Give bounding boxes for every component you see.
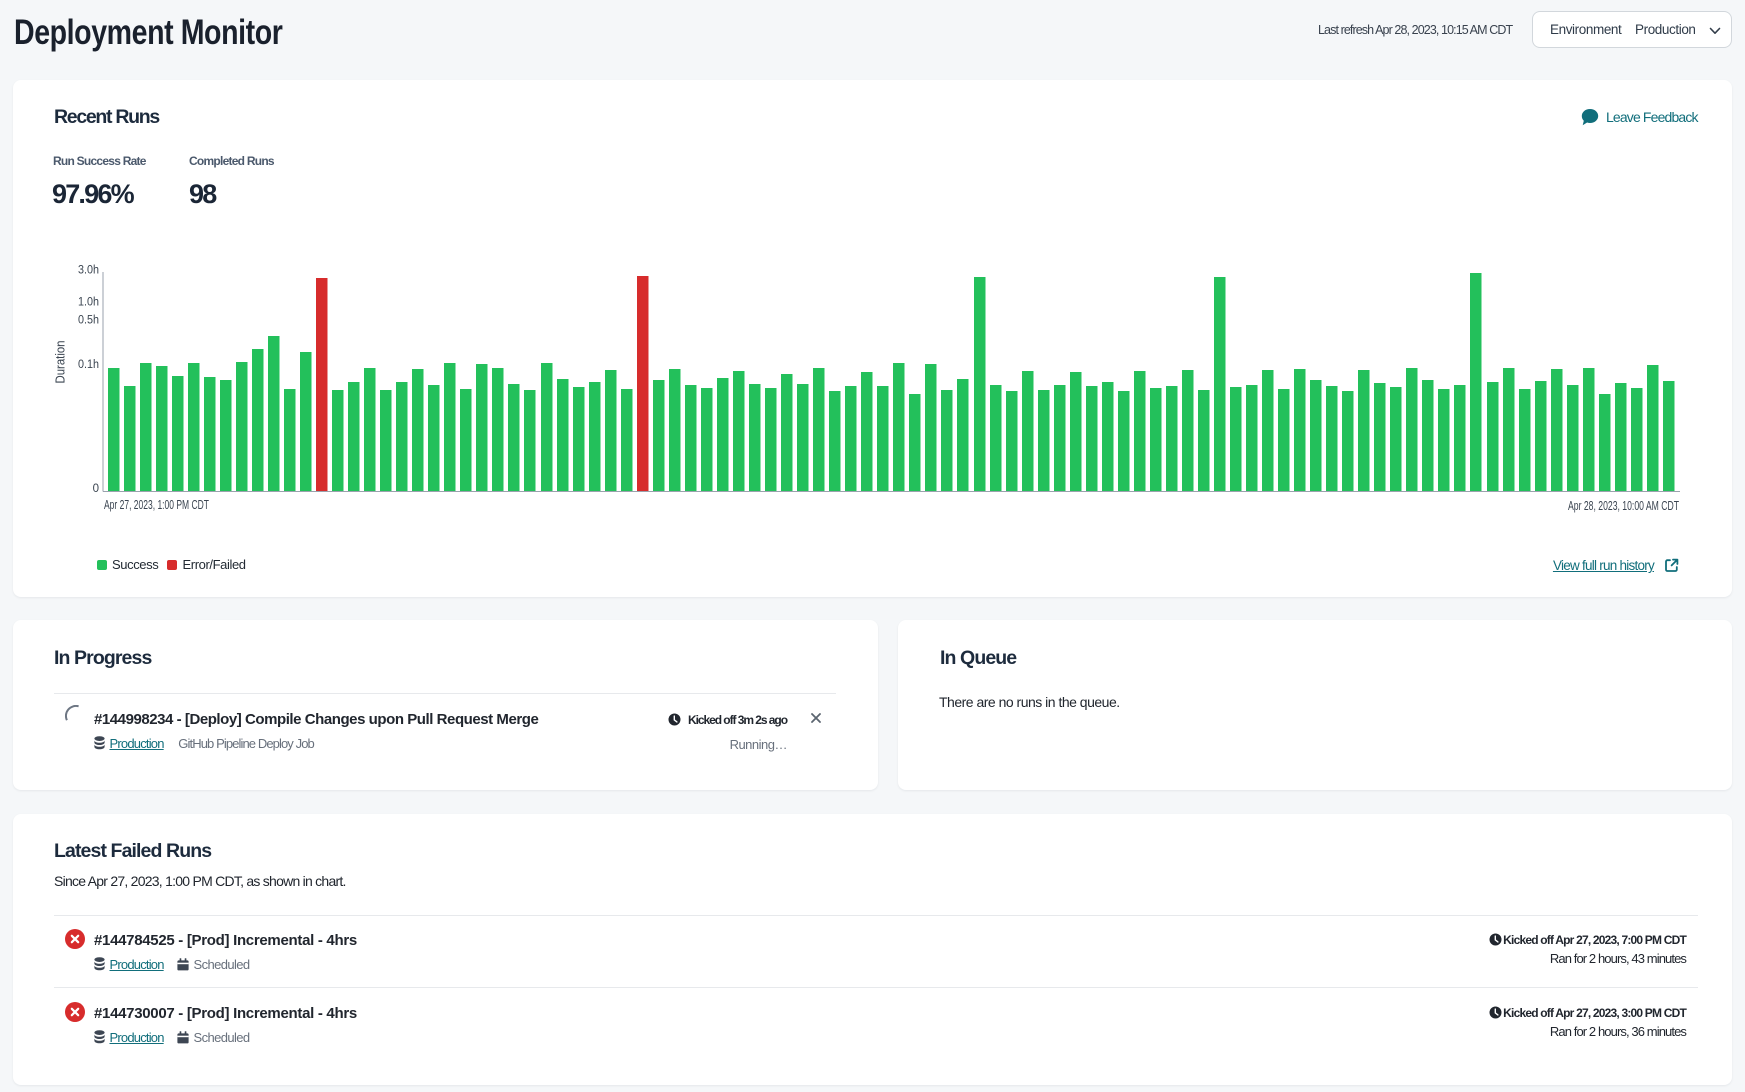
svg-text:0.1h: 0.1h xyxy=(78,359,99,371)
svg-text:0: 0 xyxy=(93,483,99,495)
svg-text:Apr 28, 2023, 10:00 AM CDT: Apr 28, 2023, 10:00 AM CDT xyxy=(1568,499,1679,513)
svg-text:Duration: Duration xyxy=(54,340,68,383)
svg-text:1.0h: 1.0h xyxy=(78,297,99,309)
svg-text:0.5h: 0.5h xyxy=(78,315,99,327)
svg-text:3.0h: 3.0h xyxy=(78,265,99,277)
svg-text:Apr 27, 2023, 1:00 PM CDT: Apr 27, 2023, 1:00 PM CDT xyxy=(104,498,209,512)
